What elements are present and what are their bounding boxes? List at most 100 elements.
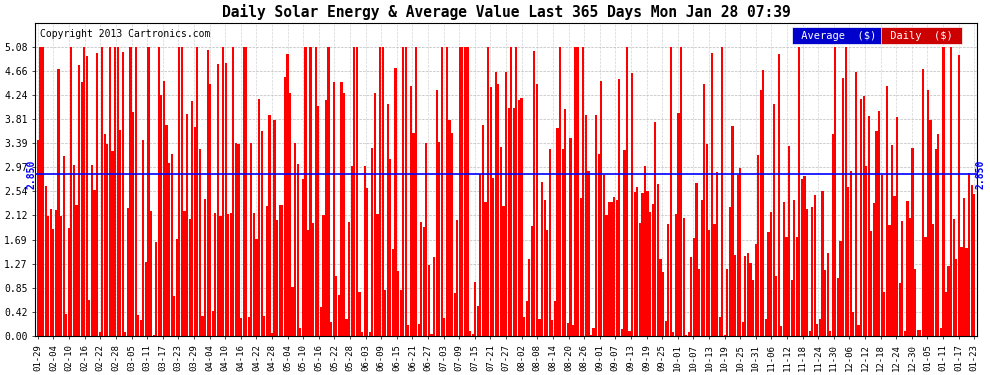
Bar [278, 205, 281, 336]
Bar [99, 332, 101, 336]
Bar [299, 328, 301, 336]
Bar [271, 333, 273, 336]
Bar [286, 54, 288, 336]
Bar [528, 260, 531, 336]
Bar [510, 47, 513, 336]
Bar [559, 46, 561, 336]
Bar [420, 222, 423, 336]
Bar [238, 144, 240, 336]
Bar [551, 320, 553, 336]
Bar [621, 328, 623, 336]
Bar [592, 328, 595, 336]
Bar [639, 224, 641, 336]
Bar [837, 278, 840, 336]
Title: Daily Solar Energy & Average Value Last 365 Days Mon Jan 28 07:39: Daily Solar Energy & Average Value Last … [222, 4, 790, 20]
Bar [143, 140, 145, 336]
Bar [330, 322, 333, 336]
Bar [471, 334, 474, 336]
Bar [824, 270, 827, 336]
Bar [323, 215, 325, 336]
Bar [973, 194, 975, 336]
Bar [482, 125, 484, 336]
Bar [135, 46, 137, 336]
Bar [759, 90, 762, 336]
Bar [127, 209, 129, 336]
Bar [40, 46, 42, 336]
Bar [439, 141, 441, 336]
Bar [852, 312, 854, 336]
Bar [680, 46, 682, 336]
Bar [474, 282, 476, 336]
Bar [490, 87, 492, 336]
Bar [75, 205, 77, 336]
Bar [57, 69, 59, 336]
Bar [495, 72, 497, 336]
Bar [917, 330, 919, 336]
Bar [791, 280, 793, 336]
Bar [963, 198, 965, 336]
Bar [448, 120, 450, 336]
Bar [140, 320, 142, 336]
Bar [73, 165, 75, 336]
Bar [842, 78, 844, 336]
Bar [544, 200, 545, 336]
Bar [402, 46, 404, 336]
Bar [811, 207, 814, 336]
Bar [281, 205, 283, 336]
Bar [265, 206, 268, 336]
Bar [531, 226, 533, 336]
Bar [896, 117, 898, 336]
Bar [291, 286, 294, 336]
Bar [752, 280, 754, 336]
Bar [631, 72, 634, 336]
Bar [125, 333, 127, 336]
Bar [505, 72, 507, 336]
Bar [649, 212, 651, 336]
Bar [957, 55, 960, 336]
Bar [130, 46, 132, 336]
Bar [919, 330, 922, 336]
Bar [428, 266, 430, 336]
Bar [350, 165, 352, 336]
Bar [165, 125, 167, 336]
Bar [716, 172, 718, 336]
Bar [65, 314, 67, 336]
Bar [860, 99, 862, 336]
Bar [466, 46, 468, 336]
Bar [394, 68, 397, 336]
Bar [418, 324, 420, 336]
Bar [276, 220, 278, 336]
Bar [960, 247, 962, 336]
Bar [912, 148, 914, 336]
Bar [870, 231, 872, 336]
Bar [616, 200, 618, 336]
Bar [935, 149, 937, 336]
Bar [880, 175, 883, 336]
Bar [847, 187, 849, 336]
Bar [940, 328, 941, 336]
Bar [574, 46, 576, 336]
Bar [875, 131, 878, 336]
Bar [518, 100, 520, 336]
Bar [883, 292, 885, 336]
Bar [857, 325, 859, 336]
Bar [310, 46, 312, 336]
Bar [734, 255, 737, 336]
Bar [88, 300, 90, 336]
Bar [320, 308, 322, 336]
Bar [397, 271, 399, 336]
Bar [492, 178, 494, 336]
Bar [86, 56, 88, 336]
Bar [183, 211, 185, 336]
Bar [955, 259, 957, 336]
Bar [273, 120, 275, 336]
Bar [523, 316, 526, 336]
Bar [415, 46, 417, 336]
Bar [695, 183, 698, 336]
Bar [819, 319, 821, 336]
Bar [762, 70, 764, 336]
Bar [778, 54, 780, 336]
Bar [548, 149, 550, 336]
Bar [798, 46, 801, 336]
Text: 2.850: 2.850 [975, 159, 986, 189]
